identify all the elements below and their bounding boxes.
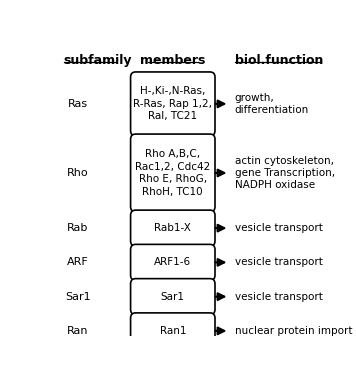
Text: nuclear protein import: nuclear protein import xyxy=(235,326,352,336)
Text: Ran: Ran xyxy=(67,326,88,336)
Text: actin cytoskeleton,
gene Transcription,
NADPH oxidase: actin cytoskeleton, gene Transcription, … xyxy=(235,156,335,190)
Text: Sar1: Sar1 xyxy=(65,292,90,302)
Text: members: members xyxy=(140,54,205,67)
Text: vesicle transport: vesicle transport xyxy=(235,292,323,302)
Text: Rho A,B,C,
Rac1,2, Cdc42
Rho E, RhoG,
RhoH, TC10: Rho A,B,C, Rac1,2, Cdc42 Rho E, RhoG, Rh… xyxy=(135,149,210,196)
Text: Rab: Rab xyxy=(67,223,88,233)
Text: subfamily: subfamily xyxy=(64,54,132,67)
Text: growth,
differentiation: growth, differentiation xyxy=(235,93,309,115)
Text: vesicle transport: vesicle transport xyxy=(235,257,323,267)
Text: Rab1-X: Rab1-X xyxy=(155,223,191,233)
Text: Ran1: Ran1 xyxy=(159,326,186,336)
Text: biol.function: biol.function xyxy=(235,54,323,67)
FancyBboxPatch shape xyxy=(131,244,215,280)
FancyBboxPatch shape xyxy=(131,72,215,136)
Text: Rho: Rho xyxy=(67,168,88,178)
Text: vesicle transport: vesicle transport xyxy=(235,223,323,233)
Text: H-,Ki-,N-Ras,
R-Ras, Rap 1,2,
Ral, TC21: H-,Ki-,N-Ras, R-Ras, Rap 1,2, Ral, TC21 xyxy=(133,86,212,121)
Text: Sar1: Sar1 xyxy=(161,292,185,302)
Text: ARF1-6: ARF1-6 xyxy=(154,257,192,267)
FancyBboxPatch shape xyxy=(131,134,215,212)
Text: Ras: Ras xyxy=(68,99,88,109)
FancyBboxPatch shape xyxy=(131,313,215,349)
Text: ARF: ARF xyxy=(67,257,89,267)
FancyBboxPatch shape xyxy=(131,210,215,246)
FancyBboxPatch shape xyxy=(131,279,215,315)
